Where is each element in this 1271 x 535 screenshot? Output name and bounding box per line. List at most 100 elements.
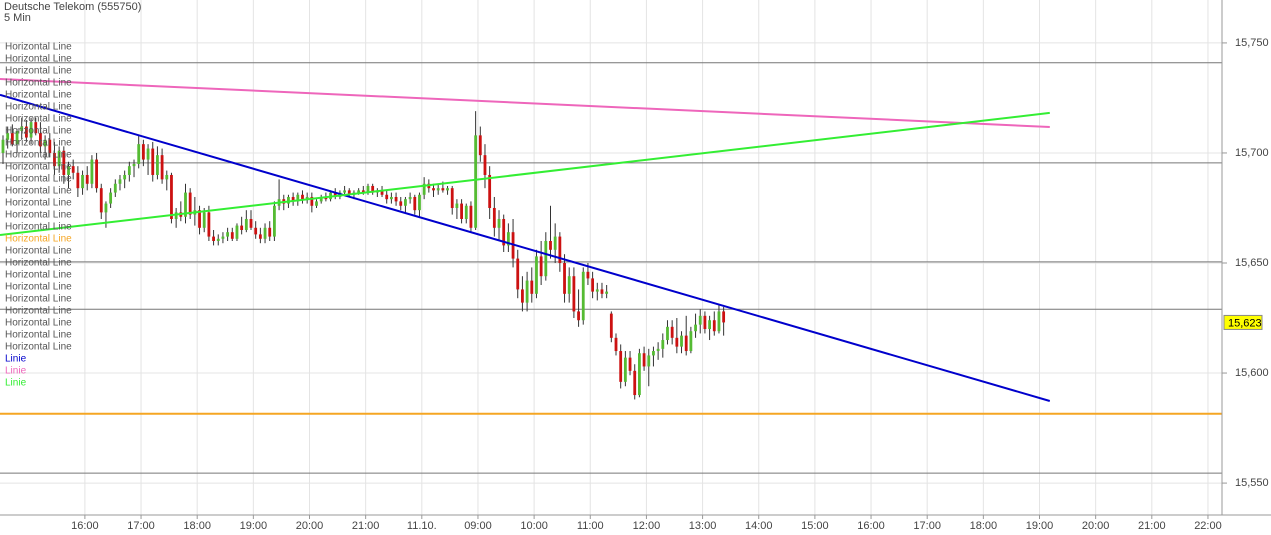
x-tick-label: 18:00 (183, 520, 211, 532)
candle-body (141, 144, 145, 160)
candle-body (614, 337, 618, 352)
legend-entry: Horizontal Line (5, 126, 72, 137)
candle-body (249, 218, 253, 228)
candle-body (539, 256, 543, 277)
x-tick-label: 21:00 (352, 520, 380, 532)
candle-body (165, 174, 169, 180)
candle-body (156, 155, 159, 175)
candle-body (656, 348, 660, 352)
candle-body (661, 340, 665, 349)
candle-body (432, 188, 435, 191)
candle-body (567, 276, 571, 294)
x-tick-label: 17:00 (913, 520, 941, 532)
candle-body (333, 192, 337, 197)
candle-body (605, 291, 609, 294)
candle-body (347, 190, 351, 195)
candle-body (319, 196, 323, 202)
candle-body (404, 199, 407, 206)
candle-body (39, 133, 42, 147)
x-tick-label: 22:00 (1194, 520, 1222, 532)
candle-body (15, 130, 19, 145)
candle-body (460, 203, 463, 219)
candle-body (160, 155, 164, 180)
candle-body (521, 289, 524, 303)
candle-body (675, 337, 679, 347)
legend-entry: Linie (5, 354, 27, 365)
legend-entry: Horizontal Line (5, 42, 72, 53)
candle-body (535, 256, 538, 294)
candle-body (558, 236, 562, 264)
candle-body (301, 194, 304, 200)
candle-body (67, 166, 70, 175)
legend-entry: Horizontal Line (5, 90, 72, 101)
legend-entry: Horizontal Line (5, 294, 72, 305)
candle-body (20, 126, 24, 131)
chart-title: Deutsche Telekom (555750) (4, 1, 141, 13)
candle-body (296, 194, 300, 202)
candle-body (268, 227, 272, 237)
candle-body (235, 225, 239, 239)
candle-body (371, 185, 375, 193)
candle-body (263, 227, 267, 239)
candle-body (563, 263, 566, 294)
candle-body (394, 196, 398, 202)
candle-body (722, 311, 726, 323)
candle-body (90, 159, 94, 184)
y-tick-label: 15,550 (1235, 477, 1269, 489)
candle-body (638, 353, 641, 396)
candle-body (549, 240, 552, 250)
candle-body (1, 139, 5, 153)
y-tick-label: 15,650 (1235, 257, 1269, 269)
candle-body (104, 203, 108, 213)
candle-body (666, 326, 669, 341)
candle-body (310, 196, 314, 206)
x-tick-label: 19:00 (1026, 520, 1054, 532)
legend-entry: Horizontal Line (5, 210, 72, 221)
legend-entry: Horizontal Line (5, 246, 72, 257)
x-tick-label: 20:00 (296, 520, 324, 532)
candle-body (478, 135, 482, 156)
candle-body (633, 370, 637, 396)
candle-body (450, 188, 454, 208)
candle-body (287, 196, 290, 204)
last-price-label: 15,623 (1228, 317, 1262, 329)
x-tick-label: 16:00 (857, 520, 885, 532)
legend-entry: Horizontal Line (5, 198, 72, 209)
legend-entry: Horizontal Line (5, 54, 72, 65)
candle-body (207, 212, 211, 237)
candle-body (525, 280, 529, 303)
candle-body (361, 190, 365, 193)
candle-body (151, 148, 155, 175)
candle-body (34, 122, 38, 134)
candle-body (230, 232, 234, 239)
candle-body (29, 122, 33, 138)
candle-body (422, 183, 426, 195)
candle-body (502, 218, 506, 246)
y-tick-label: 15,700 (1235, 147, 1269, 159)
candle-body (647, 355, 651, 367)
candle-body (497, 218, 501, 228)
candle-body (530, 280, 534, 294)
legend-entry: Horizontal Line (5, 114, 72, 125)
candle-body (628, 357, 632, 371)
candle-body (408, 196, 412, 200)
candle-body (441, 188, 445, 191)
candle-body (184, 192, 187, 217)
candle-body (703, 315, 707, 330)
legend-entry: Linie (5, 366, 27, 377)
candle-body (516, 258, 520, 290)
candle-body (385, 194, 389, 200)
candle-body (127, 166, 131, 175)
candle-body (95, 159, 98, 189)
candle-body (474, 135, 478, 228)
candle-body (399, 201, 403, 206)
chart-subtitle: 5 Min (4, 12, 31, 24)
candle-body (708, 320, 712, 330)
candle-body (291, 196, 295, 202)
candle-body (694, 324, 697, 332)
candle-body (53, 152, 56, 167)
candle-body (436, 188, 440, 191)
candle-body (506, 232, 510, 246)
